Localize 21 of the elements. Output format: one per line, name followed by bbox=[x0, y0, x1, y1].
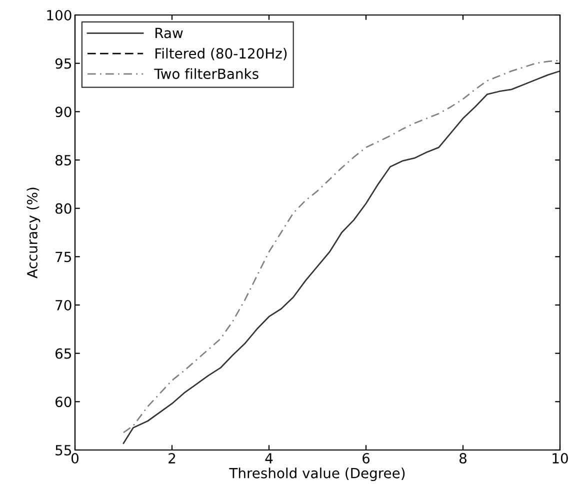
legend-label: Filtered (80-120Hz) bbox=[156, 48, 287, 60]
y-tick-label: 55 bbox=[56, 445, 72, 456]
y-tick-label: 100 bbox=[47, 10, 72, 20]
y-axis-title: Accuracy (%) bbox=[26, 188, 40, 278]
y-tick-label: 65 bbox=[56, 348, 72, 359]
y-tick-label: 60 bbox=[56, 396, 72, 408]
x-axis-title: Threshold value (Degree) bbox=[229, 468, 405, 482]
x-tick-label: 4 bbox=[265, 453, 273, 464]
y-tick-label: 80 bbox=[55, 203, 72, 214]
x-tick-label: 8 bbox=[460, 453, 466, 464]
legend-label: Raw bbox=[156, 28, 183, 38]
x-tick-label: 2 bbox=[168, 453, 176, 464]
y-tick-label: 75 bbox=[56, 252, 72, 262]
y-tick-label: 85 bbox=[55, 154, 72, 166]
legend-label: Two filterBanks bbox=[154, 68, 258, 80]
x-tick-label: 0 bbox=[71, 453, 78, 464]
y-tick-label: 90 bbox=[55, 106, 72, 118]
y-tick-label: 95 bbox=[55, 58, 72, 69]
y-tick-label: 70 bbox=[56, 300, 72, 310]
x-tick-label: 6 bbox=[362, 453, 370, 464]
x-tick-label: 10 bbox=[552, 453, 568, 464]
